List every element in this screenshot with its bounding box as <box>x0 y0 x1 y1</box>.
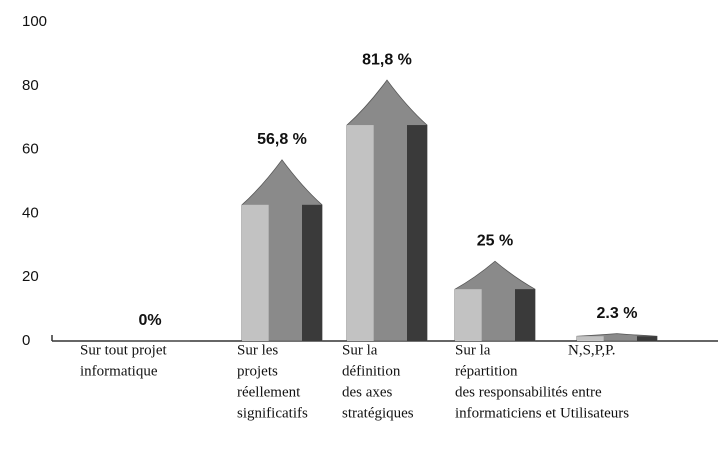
value-label: 0% <box>138 312 161 329</box>
y-tick-label: 0 <box>22 332 30 349</box>
y-tick-label: 100 <box>22 13 47 30</box>
value-label: 25 % <box>477 232 513 249</box>
pencil-dark-side <box>637 336 657 341</box>
x-tick-label: informatique <box>80 364 158 380</box>
x-tick-label: Sur les <box>237 343 278 359</box>
x-tick-label: des responsabilités entre <box>455 385 602 401</box>
pencil-dark-side <box>407 125 427 341</box>
pencil-light-side <box>577 336 604 341</box>
pencil-light-side <box>455 289 482 341</box>
y-tick-label: 40 <box>22 204 39 221</box>
x-tick-label: répartition <box>455 364 518 380</box>
x-tick-label: Sur tout projet <box>80 343 167 359</box>
x-tick-label: significatifs <box>237 406 308 422</box>
x-tick-label: réellement <box>237 385 301 401</box>
pencil-light-side <box>347 125 374 341</box>
x-tick-label: Sur la <box>342 343 378 359</box>
pencil-dark-side <box>515 289 535 341</box>
pencil-dark-side <box>302 205 322 341</box>
y-tick-label: 20 <box>22 268 39 285</box>
y-tick-label: 80 <box>22 77 39 94</box>
pencil <box>242 160 322 341</box>
value-label: 56,8 % <box>257 131 307 148</box>
value-label: 2.3 % <box>597 305 638 322</box>
x-tick-label: projets <box>237 364 278 380</box>
x-tick-label: définition <box>342 364 401 380</box>
pencil <box>347 80 427 341</box>
y-tick-label: 60 <box>22 141 39 158</box>
pencil-light-side <box>242 205 269 341</box>
x-tick-label: stratégiques <box>342 406 414 422</box>
x-tick-label: des axes <box>342 385 393 401</box>
value-label: 81,8 % <box>362 51 412 68</box>
x-tick-label: informaticiens et Utilisateurs <box>455 406 629 422</box>
x-tick-label: Sur la <box>455 343 491 359</box>
x-tick-label: N,S,P,P. <box>568 343 616 359</box>
chart: 0 20 40 60 80 100 0% Sur tout projet informatiqu… <box>0 0 718 452</box>
pencil <box>455 261 535 341</box>
pencil <box>577 334 657 341</box>
